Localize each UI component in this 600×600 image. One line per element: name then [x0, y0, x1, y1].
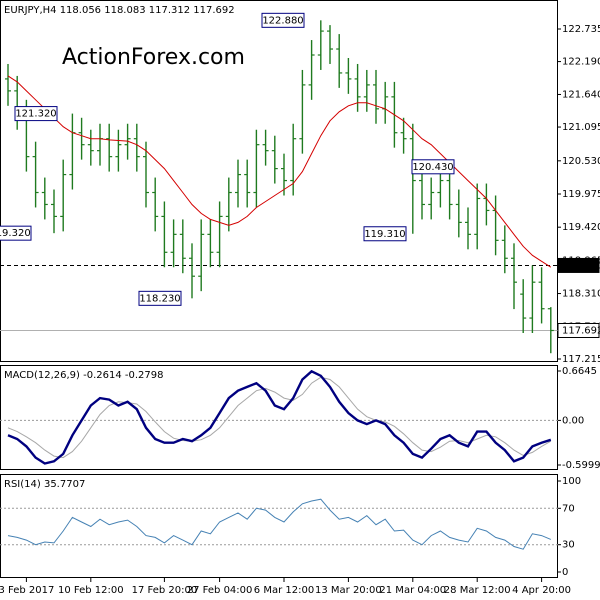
- y-tick-label: 70: [562, 503, 575, 514]
- x-tick-label: 17 Feb 20:00: [132, 585, 198, 596]
- panel-title: EURJPY,H4 118.056 118.083 117.312 117.69…: [4, 5, 235, 16]
- y-tick-label: 118.310: [562, 289, 600, 300]
- y-tick-label: -0.5999: [562, 460, 600, 471]
- moving-average: [7, 75, 552, 268]
- annotation-label: 121.320: [15, 109, 56, 120]
- x-tick-label: 4 Apr 20:00: [512, 585, 571, 596]
- annotation-box: [138, 290, 182, 306]
- annotation-label: 119.310: [364, 229, 405, 240]
- price-label: 117.692: [562, 325, 600, 336]
- panel-title: RSI(14) 35.7707: [4, 479, 85, 490]
- y-tick-label: 122.190: [562, 57, 600, 68]
- x-tick-label: 28 Mar 12:00: [444, 585, 511, 596]
- y-tick-label: 119.420: [562, 222, 600, 233]
- annotation-box: [14, 106, 58, 122]
- x-tick-label: 6 Mar 12:00: [254, 585, 314, 596]
- y-tick-label: 122.735: [562, 24, 600, 35]
- plot-area: 122.880 121.320 119.320 118.230 119.310 120.4…: [0, 12, 558, 354]
- x-tick-label: 21 Mar 04:00: [379, 585, 446, 596]
- panel-title: MACD(12,26,9) -0.2614 -0.2798: [4, 370, 164, 381]
- x-tick-label: 27 Feb 04:00: [187, 585, 253, 596]
- y-tick-label: 0: [562, 567, 568, 578]
- annotation-label: 118.230: [139, 293, 180, 304]
- indicator-line: [7, 369, 552, 465]
- annotation-label: 119.320: [0, 228, 31, 239]
- panel-frame: [0, 365, 558, 470]
- x-tick-label: 3 Feb 2017: [0, 585, 54, 596]
- price-label: 118.780: [562, 260, 600, 271]
- annotation-box: [0, 225, 32, 241]
- y-tick-label: 0.00: [562, 415, 584, 426]
- plot-area: [7, 498, 551, 550]
- indicator-line: [7, 498, 551, 550]
- annotation-label: 120.430: [412, 162, 453, 173]
- y-tick-label: 121.640: [562, 89, 600, 100]
- annotation-label: 122.880: [262, 15, 303, 26]
- watermark: ActionForex.com: [62, 45, 245, 70]
- y-tick-label: 121.095: [562, 122, 600, 133]
- y-tick-label: 100: [562, 476, 581, 487]
- annotation-box: [411, 159, 455, 175]
- plot-area: [7, 369, 552, 465]
- x-tick-label: 13 Mar 20:00: [315, 585, 382, 596]
- annotation-box: [363, 226, 407, 242]
- x-tick-label: 10 Feb 12:00: [58, 585, 124, 596]
- y-tick-label: 0.6645: [562, 366, 597, 377]
- y-tick-label: 30: [562, 540, 575, 551]
- indicator-line: [7, 376, 552, 459]
- price-label-box: [557, 257, 600, 273]
- panel-frame: [0, 0, 558, 362]
- y-tick-label: 119.975: [562, 189, 600, 200]
- y-tick-label: 120.530: [562, 156, 600, 167]
- panel-frame: [0, 474, 558, 578]
- y-tick-label: 117.215: [562, 354, 600, 365]
- price-label-box: [557, 322, 600, 338]
- annotation-box: [261, 12, 305, 28]
